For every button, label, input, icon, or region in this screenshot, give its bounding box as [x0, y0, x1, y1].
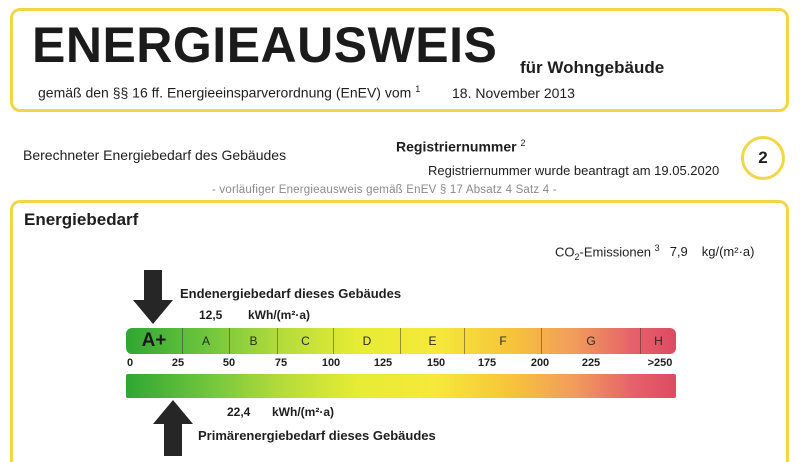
- co2-suffix: -Emissionen: [579, 244, 652, 260]
- co2-value: 7,9: [669, 244, 688, 260]
- energy-class-a-plus: A+: [126, 328, 183, 354]
- energy-class-h: H: [654, 334, 663, 348]
- energy-class-d: D: [334, 328, 401, 354]
- scale-tick-label: 50: [222, 357, 236, 369]
- energy-class-f: F: [465, 328, 542, 354]
- scale-tick-label: 75: [274, 357, 288, 369]
- scale-tick-label: 200: [530, 357, 550, 369]
- scale-tick-label: 175: [477, 357, 497, 369]
- regulation-date: 18. November 2013: [452, 85, 575, 101]
- primary-energy-label: Primärenergiebedarf dieses Gebäudes: [198, 428, 436, 443]
- scale-tick-label: >250: [647, 357, 673, 369]
- page-number-badge: 2: [741, 136, 785, 180]
- end-energy-value: 12,5: [199, 308, 223, 322]
- energy-class-scale: A+ A B C D E F G H: [126, 328, 676, 354]
- energy-class-a: A: [183, 328, 230, 354]
- end-energy-unit: kWh/(m²·a): [248, 308, 310, 322]
- primary-energy-value: 22,4: [227, 405, 251, 419]
- regulation-text: gemäß den §§ 16 ff. Energieeinsparverord…: [38, 84, 420, 101]
- co2-emissions: CO2-Emissionen 3 7,9 kg/(m²·a): [555, 243, 754, 262]
- primary-energy-arrow-icon: [153, 400, 193, 456]
- primary-energy-scale: [126, 374, 676, 398]
- registration-footnote: 2: [520, 138, 526, 148]
- scale-tick-label: 100: [321, 357, 341, 369]
- end-energy-arrow-icon: [133, 270, 173, 326]
- energy-class-e: E: [401, 328, 465, 354]
- scale-tick-label: 225: [581, 357, 601, 369]
- registration-label-text: Registriernummer: [396, 138, 517, 155]
- registration-number-label: Registriernummer 2: [396, 138, 526, 155]
- end-energy-label: Endenergiebedarf dieses Gebäudes: [180, 286, 402, 301]
- section-heading: Energiebedarf: [24, 210, 139, 229]
- co2-unit: kg/(m²·a): [701, 244, 755, 260]
- scale-tick-label: 0: [126, 357, 134, 369]
- energy-class-c: C: [278, 328, 334, 354]
- scale-tick-label: 25: [171, 357, 185, 369]
- regulation-label: gemäß den §§ 16 ff. Energieeinsparverord…: [38, 84, 412, 101]
- registration-status: Registriernummer wurde beantragt am 19.0…: [428, 163, 720, 178]
- co2-footnote: 3: [654, 243, 660, 253]
- co2-prefix: CO: [555, 244, 575, 260]
- building-demand-label: Berechneter Energiebedarf des Gebäudes: [23, 147, 287, 163]
- energy-class-g: G: [542, 328, 641, 354]
- scale-tick-label: 150: [426, 357, 446, 369]
- document-subtitle: für Wohngebäude: [520, 58, 665, 77]
- primary-energy-unit: kWh/(m²·a): [272, 405, 334, 419]
- energy-class-b: B: [230, 328, 278, 354]
- regulation-footnote: 1: [415, 84, 421, 94]
- scale-tick-label: 125: [373, 357, 393, 369]
- document-title: ENERGIEAUSWEIS: [32, 17, 498, 73]
- provisional-note: - vorläufiger Energieausweis gemäß EnEV …: [212, 184, 557, 196]
- header-frame: [10, 8, 789, 112]
- co2-subscript: 2: [574, 251, 580, 262]
